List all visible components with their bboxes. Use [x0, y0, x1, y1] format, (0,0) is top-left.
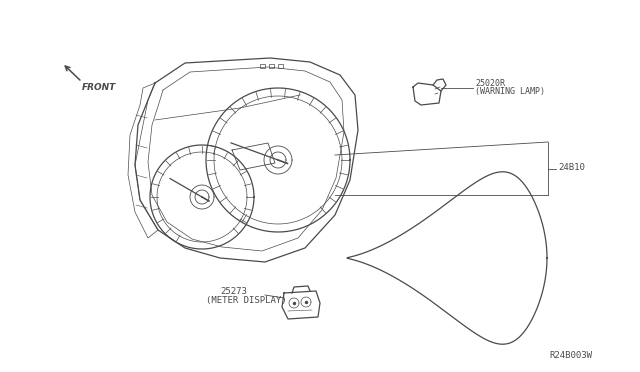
Bar — [278, 64, 283, 68]
Text: 25020R: 25020R — [475, 79, 505, 88]
Bar — [269, 64, 274, 68]
Text: FRONT: FRONT — [82, 83, 116, 92]
Text: (WARNING LAMP): (WARNING LAMP) — [475, 87, 545, 96]
Text: (METER DISPLAY): (METER DISPLAY) — [206, 296, 287, 305]
Text: 24B10: 24B10 — [558, 164, 585, 173]
Bar — [260, 64, 265, 68]
Text: 25273: 25273 — [220, 287, 247, 296]
Text: R24B003W: R24B003W — [549, 351, 592, 360]
